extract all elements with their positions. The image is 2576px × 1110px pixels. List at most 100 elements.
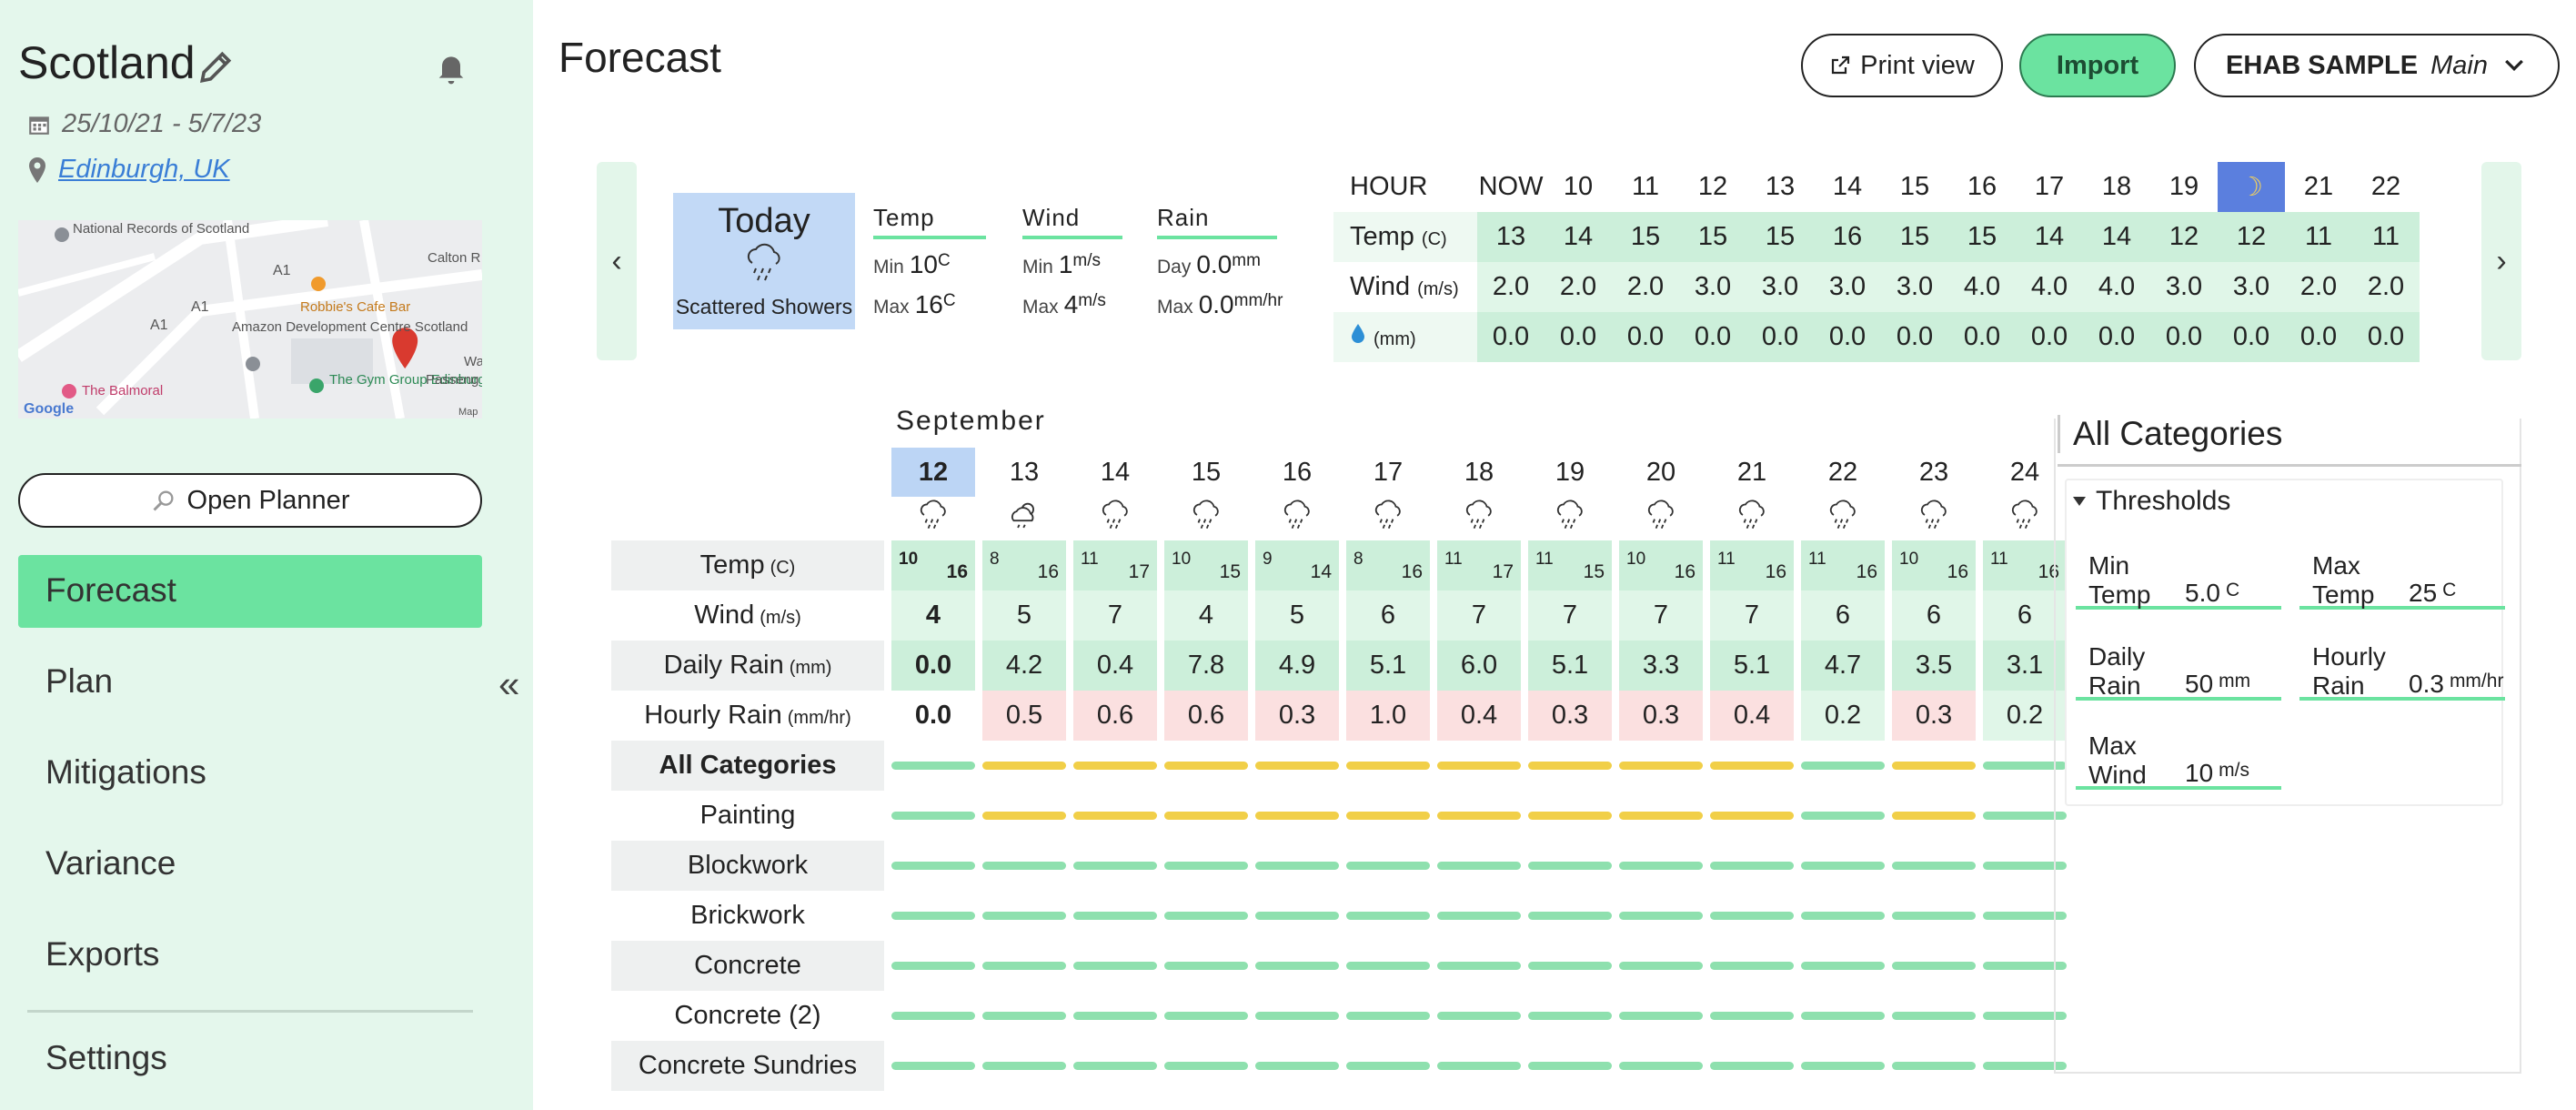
import-button[interactable]: Import xyxy=(2019,34,2176,97)
status-bar xyxy=(1073,912,1157,920)
edit-pencil-icon[interactable] xyxy=(196,47,236,87)
summary-title: Temp xyxy=(873,204,935,231)
category-status-cell xyxy=(982,841,1066,891)
today-card: Today Scattered Showers xyxy=(673,193,855,329)
thresholds-toggle[interactable]: Thresholds xyxy=(2072,486,2230,517)
thresholds-label: Thresholds xyxy=(2096,486,2231,516)
date-cell[interactable]: 23 xyxy=(1918,457,1949,487)
hourly-temp-cell: 12 xyxy=(2150,212,2218,262)
date-range: 25/10/21 - 5/7/23 xyxy=(27,109,261,139)
threshold-item[interactable]: Max Temp 25 C xyxy=(2299,546,2505,610)
date-cell[interactable]: 15 xyxy=(1191,457,1222,487)
prev-arrow-icon[interactable]: ‹ xyxy=(597,162,637,360)
moon-icon: ☽ xyxy=(2218,162,2285,212)
category-status-cell xyxy=(1255,941,1339,991)
row-label: Wind (m/s) xyxy=(1333,262,1477,312)
category-status-cell xyxy=(891,1041,975,1091)
category-label[interactable]: Concrete Sundries xyxy=(611,1041,884,1091)
category-status-cell xyxy=(1528,941,1612,991)
date-cell[interactable]: 24 xyxy=(2009,457,2040,487)
category-label[interactable]: All Categories xyxy=(611,741,884,791)
date-cell[interactable]: 14 xyxy=(1100,457,1131,487)
print-view-button[interactable]: Print view xyxy=(1801,34,2003,97)
threshold-item[interactable]: Daily Rain 50 mm xyxy=(2076,637,2281,701)
status-bar xyxy=(1255,762,1339,770)
status-bar xyxy=(1528,1012,1612,1020)
collapse-sidebar-icon[interactable]: « xyxy=(498,662,520,705)
sidebar: Scotland 25/10/21 - 5/7/23 Edinburgh, UK… xyxy=(0,0,533,1110)
category-status-cell xyxy=(891,891,975,941)
hour-cell: 17 xyxy=(2034,172,2065,201)
summary-value: 1 xyxy=(1058,250,1073,278)
date-cell[interactable]: 22 xyxy=(1827,457,1858,487)
status-bar xyxy=(1619,912,1703,920)
category-status-cell xyxy=(982,1041,1066,1091)
hour-cell: 15 xyxy=(1899,172,1930,201)
date-cell[interactable]: 16 xyxy=(1282,457,1313,487)
daily-temp-max: 16 xyxy=(1674,561,1696,582)
category-status-cell xyxy=(891,991,975,1041)
category-status-cell xyxy=(1346,1041,1430,1091)
daily-temp-min: 10 xyxy=(1899,550,1919,569)
hourly-rain-cell: 0.2 xyxy=(1983,691,2067,741)
summary-value: 10 xyxy=(909,250,938,278)
date-cell[interactable]: 17 xyxy=(1373,457,1404,487)
project-select[interactable]: EHAB SAMPLE Main xyxy=(2194,34,2560,97)
category-row: Concrete (2) xyxy=(611,991,2067,1041)
weather-icon xyxy=(891,497,975,540)
category-status-cell xyxy=(1528,741,1612,791)
threshold-item[interactable]: Min Temp 5.0 C xyxy=(2076,546,2281,610)
row-label-text: Temp xyxy=(699,550,765,580)
threshold-item[interactable]: Hourly Rain 0.3 mm/hr xyxy=(2299,637,2505,701)
threshold-item[interactable]: Max Wind 10 m/s xyxy=(2076,726,2281,790)
category-status-cell xyxy=(1892,741,1976,791)
threshold-value-unit: mm xyxy=(2219,671,2251,691)
category-status-cell xyxy=(891,741,975,791)
status-bar xyxy=(982,862,1066,870)
date-cell[interactable]: 13 xyxy=(1009,457,1040,487)
location-link[interactable]: Edinburgh, UK xyxy=(58,155,230,184)
daily-rain-cell: 5.1 xyxy=(1528,641,1612,691)
bell-icon[interactable] xyxy=(433,49,469,86)
category-label[interactable]: Concrete xyxy=(611,941,884,991)
nav-forecast[interactable]: Forecast xyxy=(45,571,176,609)
category-status-cell xyxy=(1437,941,1521,991)
category-status-cell xyxy=(1346,791,1430,841)
status-bar xyxy=(1073,1012,1157,1020)
nav-mitigations[interactable]: Mitigations xyxy=(45,753,206,791)
status-bar xyxy=(1437,812,1521,820)
hourly-wind-cell: 3.0 xyxy=(1679,262,1746,312)
daily-temp-cell: 9 14 xyxy=(1255,540,1339,590)
nav-plan[interactable]: Plan xyxy=(45,662,114,700)
date-cell[interactable]: 12 xyxy=(891,448,975,497)
category-status-cell xyxy=(982,891,1066,941)
category-status-cell xyxy=(1255,841,1339,891)
category-status-cell xyxy=(891,941,975,991)
weather-icon xyxy=(1528,497,1612,540)
location-map[interactable]: National Records of Scotland A1 A1 A1 Ca… xyxy=(18,220,482,419)
external-link-icon xyxy=(1832,56,1850,75)
category-label[interactable]: Blockwork xyxy=(611,841,884,891)
date-cell[interactable]: 20 xyxy=(1645,457,1676,487)
date-cell[interactable]: 21 xyxy=(1736,457,1767,487)
map-label: National Records of Scotland xyxy=(73,221,249,237)
daily-temp-min: 10 xyxy=(899,550,919,569)
category-label[interactable]: Concrete (2) xyxy=(611,991,884,1041)
weather-icon xyxy=(1710,497,1794,540)
nav-variance[interactable]: Variance xyxy=(45,844,176,882)
date-cell[interactable]: 18 xyxy=(1464,457,1494,487)
nav-exports[interactable]: Exports xyxy=(45,935,160,973)
open-planner-button[interactable]: Open Planner xyxy=(18,473,482,528)
category-label[interactable]: Brickwork xyxy=(611,891,884,941)
summary-unit: C xyxy=(942,291,956,310)
category-status-cell xyxy=(1073,741,1157,791)
nav-settings[interactable]: Settings xyxy=(45,1039,167,1076)
next-arrow-icon[interactable]: › xyxy=(2481,162,2521,360)
hour-header-label: HOUR xyxy=(1350,172,1428,201)
date-cell[interactable]: 19 xyxy=(1555,457,1585,487)
summary-value: 0.0 xyxy=(1196,250,1233,278)
status-bar xyxy=(1164,1012,1248,1020)
threshold-value: 0.3 mm/hr xyxy=(2409,670,2503,699)
hourly-temp-cell: 11 xyxy=(2352,212,2420,262)
category-label[interactable]: Painting xyxy=(611,791,884,841)
